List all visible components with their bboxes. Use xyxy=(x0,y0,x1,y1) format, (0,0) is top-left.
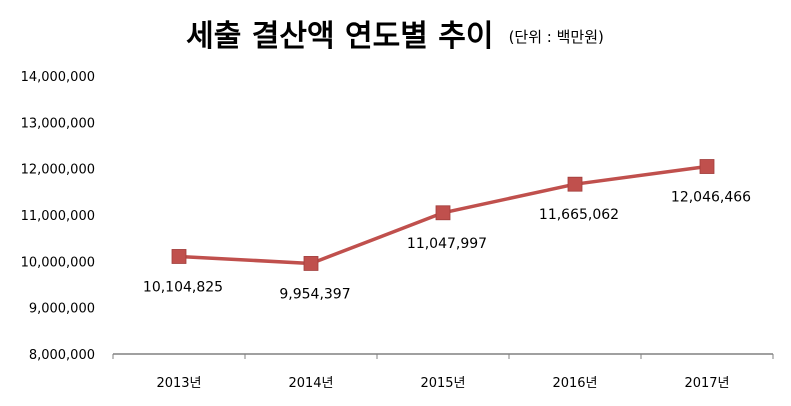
y-tick-label: 9,000,000 xyxy=(29,302,95,317)
data-labels: 10,104,825 9,954,397 11,047,997 11,665,062 1… xyxy=(143,190,751,303)
chart-title-main: 세출 결산액 연도별 추이 xyxy=(186,19,493,54)
y-tick-label: 11,000,000 xyxy=(21,209,95,224)
y-tick-label: 14,000,000 xyxy=(21,70,95,85)
x-axis: 2013년 2014년 2015년 2016년 2017년 xyxy=(112,353,774,391)
chart-title-unit: (단위 : 백만원) xyxy=(509,28,604,46)
x-tick-label: 2014년 xyxy=(288,376,333,391)
data-label: 11,665,062 xyxy=(539,207,619,223)
series-1 xyxy=(171,159,715,271)
data-label: 9,954,397 xyxy=(279,286,350,302)
data-point xyxy=(567,176,583,192)
y-axis: 8,000,000 9,000,000 10,000,000 11,000,000 12… xyxy=(21,70,95,363)
y-tick-label: 8,000,000 xyxy=(29,348,95,363)
y-tick-label: 12,000,000 xyxy=(21,163,95,178)
x-tick-label: 2013년 xyxy=(156,376,201,391)
data-point xyxy=(699,159,715,174)
x-tick-label: 2016년 xyxy=(552,376,597,391)
x-tick-label: 2017년 xyxy=(684,376,729,391)
data-point xyxy=(303,256,319,271)
y-tick-label: 13,000,000 xyxy=(21,116,95,131)
data-point xyxy=(171,249,187,264)
y-tick-label: 10,000,000 xyxy=(21,255,95,270)
data-label: 10,104,825 xyxy=(143,279,223,295)
chart-title: 세출 결산액 연도별 추이 (단위 : 백만원) xyxy=(186,19,604,54)
data-point xyxy=(435,205,451,221)
data-label: 12,046,466 xyxy=(671,190,751,206)
data-label: 11,047,997 xyxy=(407,236,487,252)
x-tick-label: 2015년 xyxy=(420,376,465,391)
